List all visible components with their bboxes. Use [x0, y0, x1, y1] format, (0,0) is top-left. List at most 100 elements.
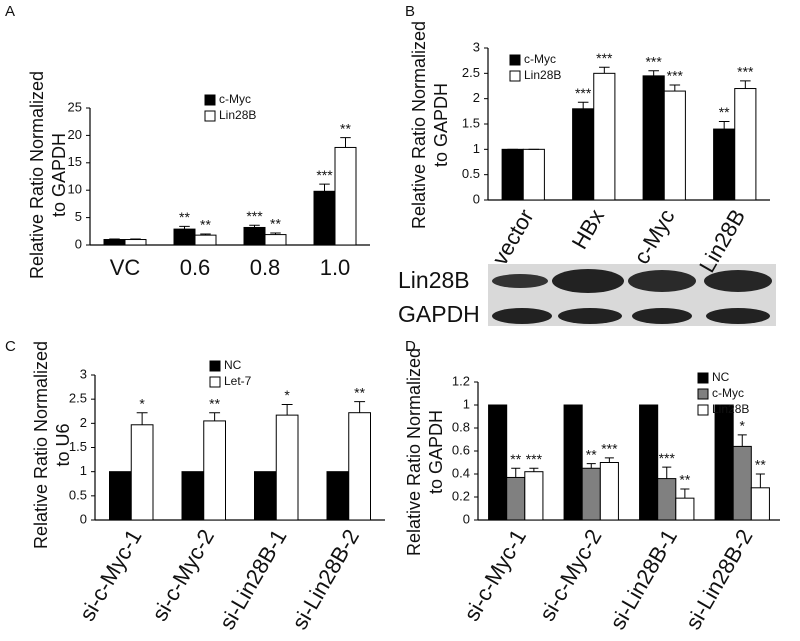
y-tick-label: 0.5 — [462, 166, 480, 181]
significance-label: ** — [586, 446, 597, 462]
blot-band — [552, 269, 624, 293]
bar — [642, 75, 665, 201]
bar — [254, 471, 277, 521]
y-tick-label: 1.2 — [452, 373, 470, 388]
y-tick-label: 1.5 — [462, 115, 480, 130]
error-bar — [179, 225, 190, 230]
error-bar — [662, 466, 672, 479]
legend-label: c-Myc — [524, 52, 556, 66]
error-bar — [718, 120, 730, 130]
legend-swatch — [209, 360, 221, 372]
y-axis-label: Relative Ratio Normalized — [409, 21, 429, 229]
bar — [714, 404, 734, 521]
y-tick-label: 20 — [68, 127, 82, 142]
significance-label: *** — [316, 167, 333, 183]
bar — [130, 424, 154, 521]
y-tick-label: 1 — [463, 396, 470, 411]
y-tick-label: 25 — [68, 99, 82, 114]
bar — [572, 108, 595, 201]
x-tick-label: 1.0 — [320, 255, 351, 280]
bar — [181, 471, 205, 521]
western-blot — [488, 264, 776, 326]
error-bar — [755, 473, 765, 488]
x-tick-label: 0.8 — [250, 255, 281, 280]
legend-swatch — [509, 54, 521, 66]
bar — [506, 476, 526, 521]
bar — [488, 404, 508, 521]
y-axis-label: to U6 — [53, 423, 73, 466]
y-axis-label: Relative Ratio Normalized — [404, 348, 424, 556]
bar — [194, 234, 217, 246]
error-bar — [577, 101, 589, 109]
blot-band — [492, 274, 548, 288]
significance-label: * — [139, 395, 145, 411]
significance-label: * — [284, 387, 290, 403]
legend-label: Let-7 — [224, 374, 252, 388]
y-tick-label: 2.5 — [462, 65, 480, 80]
bar — [524, 471, 544, 521]
error-bar — [529, 467, 539, 472]
blot-band — [492, 308, 552, 324]
blot-band — [706, 308, 770, 324]
error-bar — [109, 238, 120, 240]
significance-label: ** — [510, 451, 521, 467]
panel-label: C — [5, 338, 16, 355]
legend-swatch — [204, 110, 216, 122]
y-axis-label: Relative Ratio Normalized — [27, 71, 47, 279]
bar — [173, 228, 196, 246]
blot-band — [628, 270, 696, 292]
error-bar — [604, 457, 614, 463]
bar — [522, 148, 545, 201]
y-tick-label: 2 — [80, 415, 87, 430]
error-bar — [648, 70, 659, 76]
significance-label: ** — [179, 209, 190, 225]
significance-label: ** — [340, 120, 351, 136]
significance-label: ** — [755, 457, 766, 473]
legend-swatch — [204, 94, 216, 106]
bar — [243, 226, 266, 246]
x-tick-label: VC — [110, 255, 141, 280]
panel-label: A — [5, 3, 15, 20]
y-tick-label: 0 — [463, 511, 470, 526]
bar — [103, 239, 126, 246]
error-bar — [669, 84, 681, 92]
legend-swatch — [209, 376, 221, 388]
significance-label: ** — [209, 395, 220, 411]
bar — [732, 445, 752, 521]
significance-label: *** — [596, 50, 613, 66]
bar — [264, 234, 287, 246]
legend-swatch — [697, 388, 709, 400]
significance-label: *** — [659, 450, 676, 466]
error-bar — [586, 463, 596, 469]
bar — [599, 462, 619, 521]
legend-label: NC — [712, 370, 730, 384]
y-tick-label: 3 — [80, 366, 87, 381]
y-tick-label: 0.4 — [452, 465, 470, 480]
significance-label: *** — [645, 54, 662, 70]
error-bar — [319, 183, 330, 192]
significance-label: ** — [200, 217, 211, 233]
legend-label: c-Myc — [219, 92, 251, 106]
y-tick-label: 1.5 — [69, 439, 87, 454]
bar — [663, 90, 686, 201]
error-bar — [354, 401, 366, 413]
y-tick-label: 2 — [473, 90, 480, 105]
panel-label: D — [405, 338, 416, 355]
y-tick-label: 0.2 — [452, 488, 470, 503]
significance-label: *** — [575, 85, 592, 101]
bar — [563, 404, 583, 521]
error-bar — [281, 403, 293, 416]
blot-band — [632, 308, 692, 324]
error-bar — [511, 467, 521, 478]
y-tick-label: 1 — [80, 463, 87, 478]
legend-label: c-Myc — [712, 386, 744, 400]
y-tick-label: 5 — [75, 209, 82, 224]
legend-swatch — [697, 372, 709, 384]
error-bar — [136, 412, 148, 425]
blot-label: Lin28B — [398, 267, 470, 293]
significance-label: *** — [667, 68, 684, 84]
y-tick-label: 15 — [68, 154, 82, 169]
y-axis-label: to GAPDH — [49, 133, 69, 217]
bar — [639, 404, 659, 521]
